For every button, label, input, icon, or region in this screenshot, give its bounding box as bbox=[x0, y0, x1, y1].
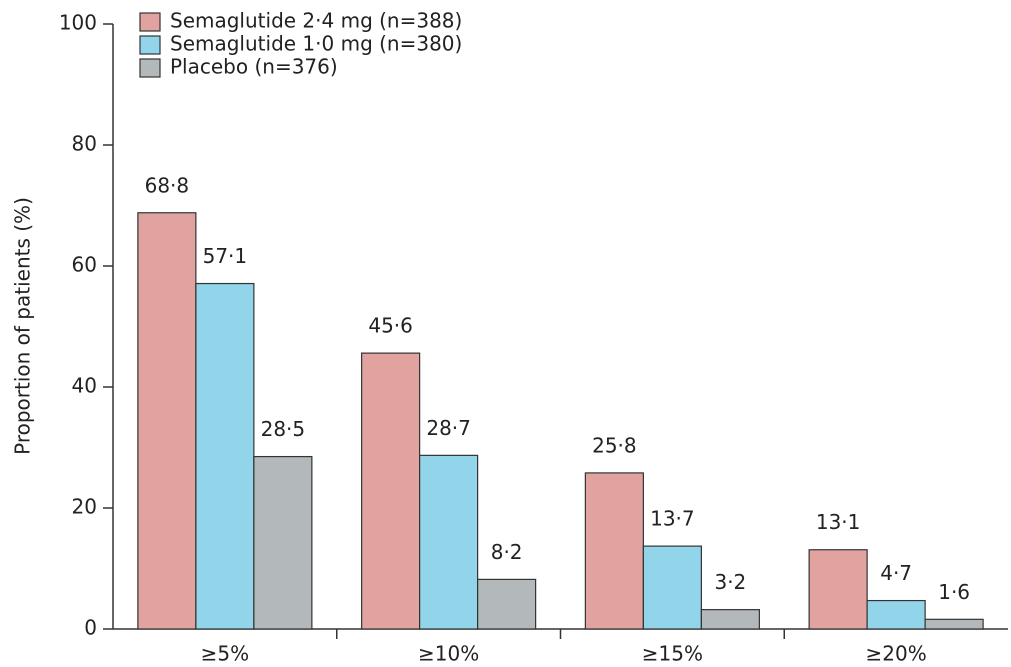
legend-label: Placebo (n=376) bbox=[170, 55, 338, 79]
x-tick-label: ≥5% bbox=[201, 642, 250, 666]
legend-label: Semaglutide 1·0 mg (n=380) bbox=[170, 32, 462, 56]
value-label: 45·6 bbox=[368, 314, 413, 338]
bar bbox=[419, 454, 479, 630]
y-tick-label: 60 bbox=[72, 253, 97, 277]
value-label: 13·7 bbox=[650, 507, 695, 531]
bar bbox=[642, 545, 702, 630]
bar bbox=[137, 212, 197, 630]
value-label: 68·8 bbox=[145, 173, 190, 197]
bar bbox=[866, 599, 926, 630]
value-label: 28·5 bbox=[261, 417, 306, 441]
bar bbox=[477, 578, 537, 630]
y-tick-label: 40 bbox=[72, 374, 97, 398]
bar bbox=[195, 282, 255, 630]
bar bbox=[808, 549, 868, 630]
y-axis-label: Proportion of patients (%) bbox=[11, 197, 35, 455]
y-tick-label: 80 bbox=[72, 132, 97, 156]
value-label: 28·7 bbox=[426, 416, 471, 440]
bar bbox=[361, 352, 421, 630]
value-label: 57·1 bbox=[203, 244, 248, 268]
x-tick-label: ≥20% bbox=[866, 642, 927, 666]
legend-swatch bbox=[139, 58, 161, 78]
y-tick-label: 0 bbox=[84, 616, 97, 640]
bar bbox=[253, 455, 313, 630]
y-tick-label: 100 bbox=[59, 11, 97, 35]
value-label: 3·2 bbox=[714, 570, 746, 594]
x-tick-label: ≥15% bbox=[642, 642, 703, 666]
legend-label: Semaglutide 2·4 mg (n=388) bbox=[170, 9, 462, 33]
bar bbox=[700, 609, 760, 630]
y-tick-label: 20 bbox=[72, 495, 97, 519]
value-label: 4·7 bbox=[880, 561, 912, 585]
bar bbox=[584, 472, 644, 630]
x-tick-label: ≥10% bbox=[418, 642, 479, 666]
value-label: 13·1 bbox=[816, 510, 861, 534]
legend-swatch bbox=[139, 12, 161, 32]
legend-swatch bbox=[139, 35, 161, 55]
value-label: 25·8 bbox=[592, 433, 637, 457]
bar bbox=[924, 618, 984, 630]
value-label: 8·2 bbox=[491, 540, 523, 564]
value-label: 1·6 bbox=[938, 580, 970, 604]
